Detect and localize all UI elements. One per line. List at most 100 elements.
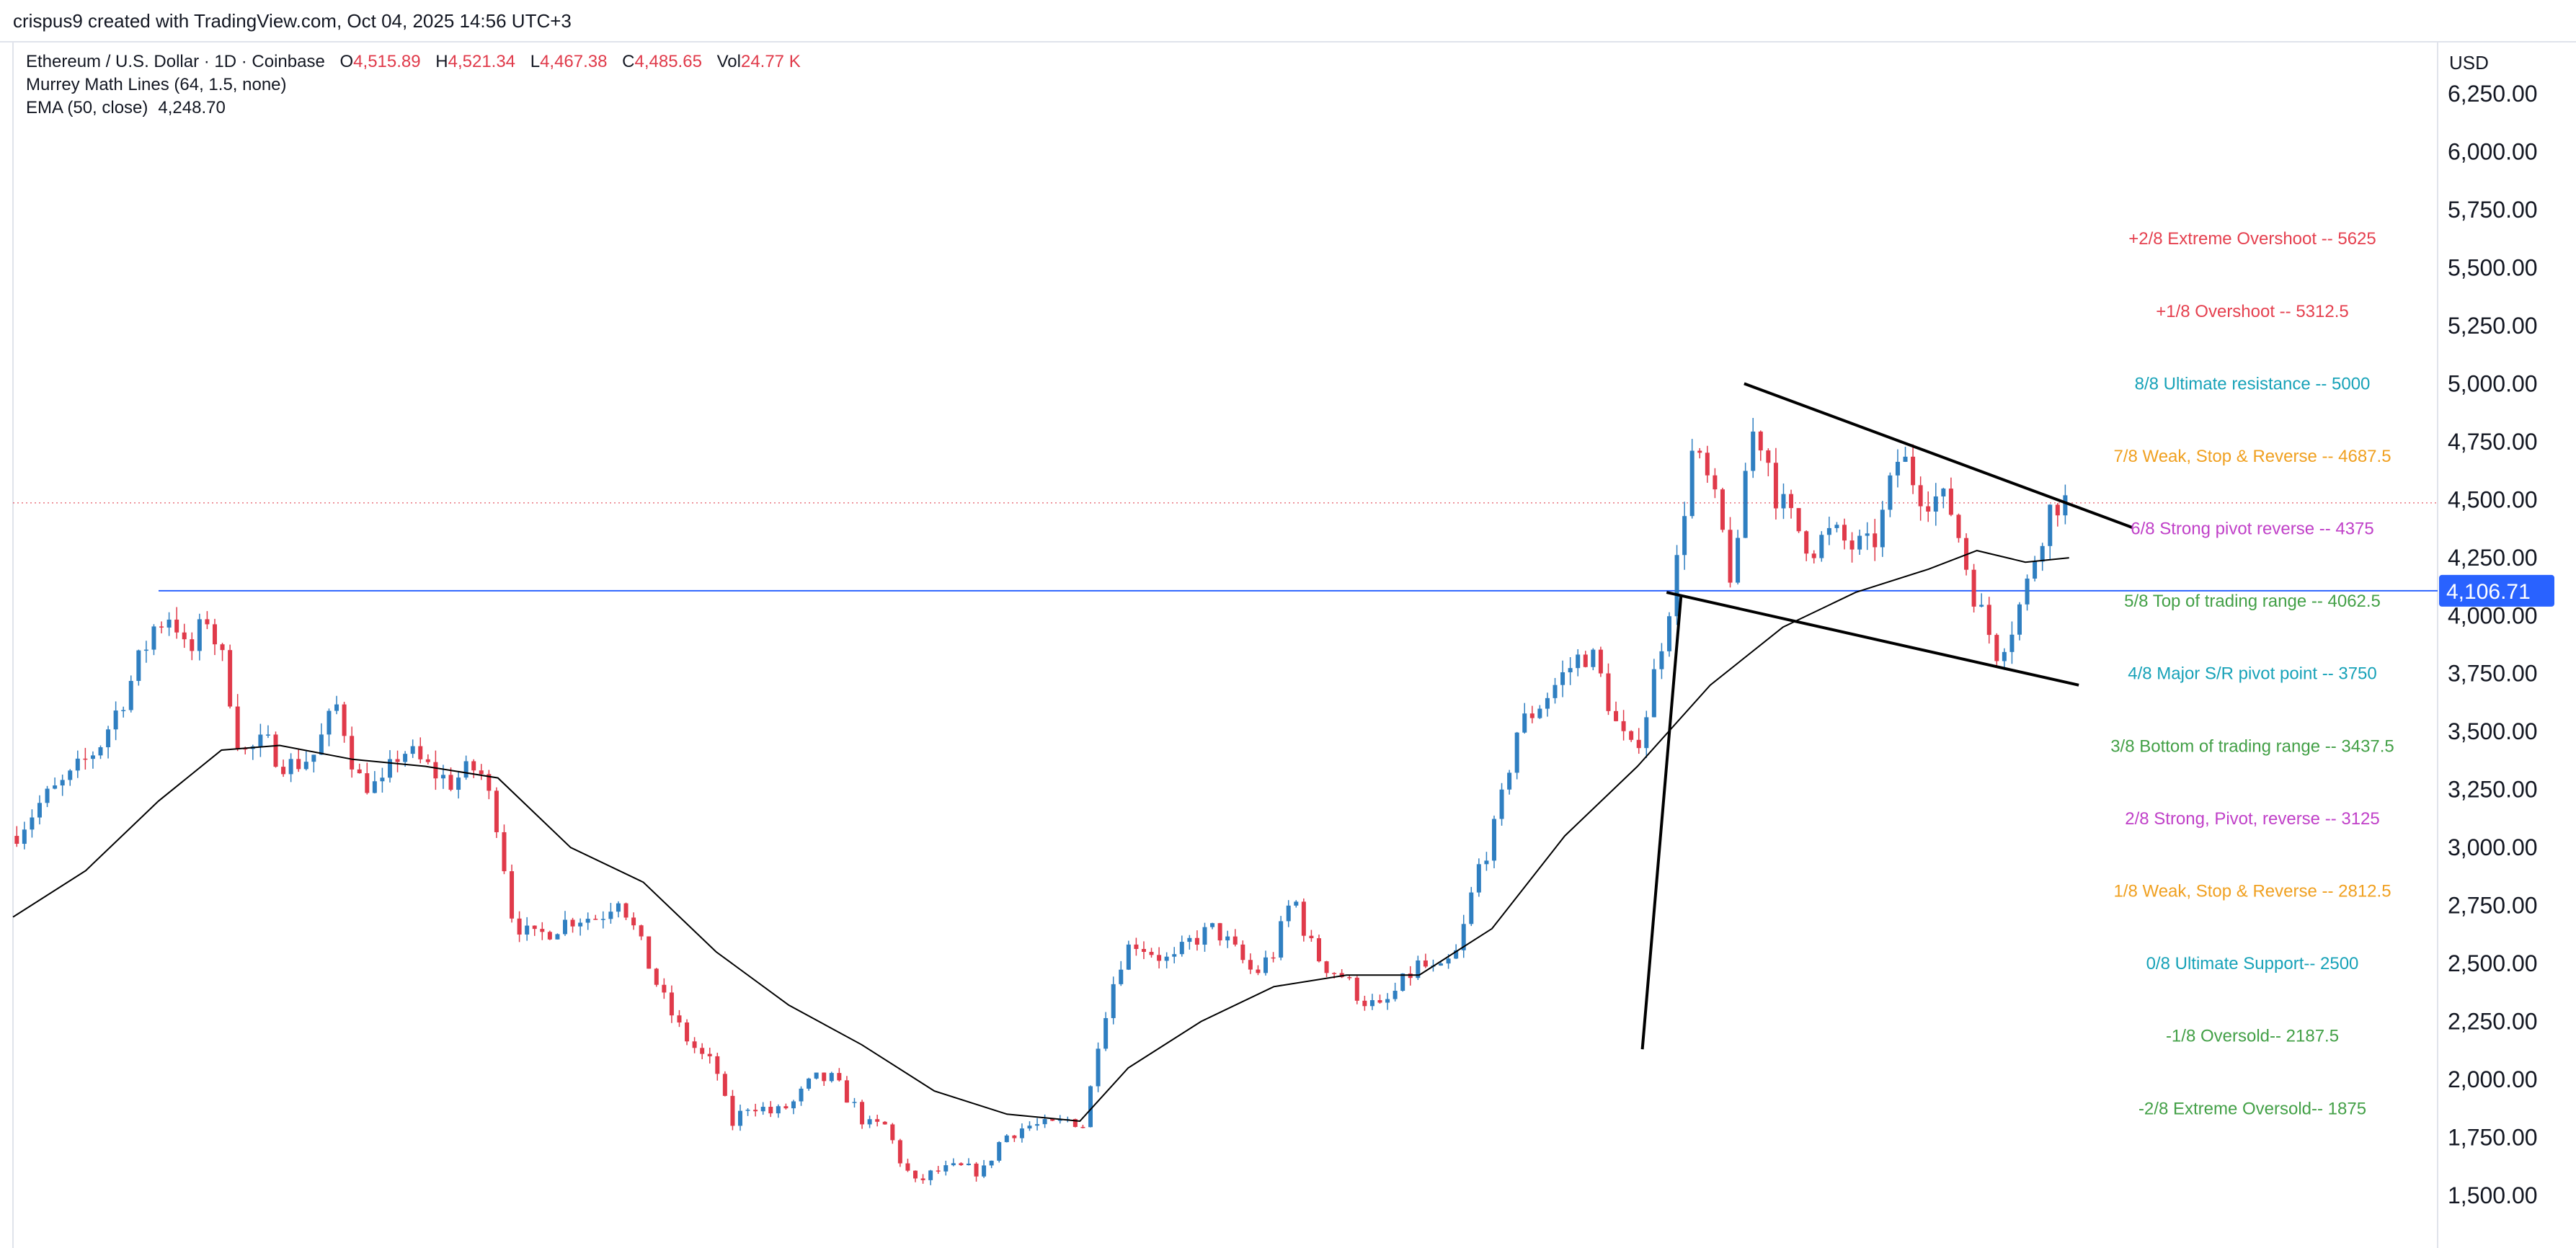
candle-body [327,710,332,735]
candle-body [357,769,362,774]
candle-body [1507,772,1512,790]
price-tick-label: 4,500.00 [2448,486,2538,512]
candle-body [151,626,156,650]
legend-open: 4,515.89 [353,52,420,71]
candle-body [1484,860,1489,865]
candle-body [1316,938,1321,962]
candle-body [1689,450,1695,517]
candle-body [106,729,111,748]
attribution-bar: crispus9 created with TradingView.com, O… [0,0,2576,42]
candle-body [1141,949,1146,953]
candle-body [1926,506,1931,512]
candle-body [1720,489,1725,530]
legend-open-label: O [340,52,354,71]
candle-body [1736,538,1741,583]
ema-line[interactable] [12,550,2069,1123]
candle-body [1423,960,1428,967]
candle-body [1614,710,1619,721]
axis-currency[interactable]: USD [2449,52,2489,73]
murrey-label: 6/8 Strong pivot reverse -- 4375 [2131,520,2374,539]
candle-body [22,829,27,844]
candle-body [1553,685,1558,698]
candle-body [807,1078,812,1089]
candle-body [1096,1048,1101,1087]
candle-body [1157,955,1162,961]
candle-body [1826,527,1831,535]
candle-body [593,919,598,920]
candle-body [920,1178,925,1180]
candle-body [1416,960,1421,979]
candle-body [1225,936,1230,941]
candle-body [228,650,233,707]
candle-body [966,1163,971,1166]
candle-body [288,759,293,775]
candle-body [1035,1124,1040,1126]
candle-body [1217,923,1222,941]
candle-body [190,639,195,651]
candle-body [410,746,415,754]
candle-body [1636,739,1641,749]
candle-body [456,777,461,790]
candle-body [1781,494,1786,509]
trendline-flag-upper [1744,382,2133,529]
candle-body [2055,504,2060,516]
legend: Ethereum / U.S. Dollar · 1D · Coinbase O… [26,52,801,117]
candle-body [1705,453,1710,476]
candle-body [1439,963,1444,966]
candle-body [494,790,499,832]
candle-body [662,984,667,993]
murrey-label: 3/8 Bottom of trading range -- 3437.5 [2110,736,2394,756]
price-tick-label: 3,750.00 [2448,661,2538,687]
candle-body [296,759,301,770]
legend-symbol: Ethereum / U.S. Dollar · 1D · Coinbase [26,52,325,71]
murrey-label: 2/8 Strong, Pivot, reverse -- 3125 [2125,809,2380,829]
candle-body [2009,634,2015,652]
candle-body [897,1140,902,1164]
legend-high: 4,521.34 [448,52,515,71]
candle-body [1659,651,1664,669]
candle-body [578,922,583,927]
candle-body [463,761,468,778]
trendlines[interactable] [1640,382,2133,1050]
price-tick-label: 6,000.00 [2448,138,2538,164]
legend-ema-line: EMA (50, close) 4,248.70 [26,98,226,117]
candle-body [212,624,217,645]
candle-body [715,1056,720,1074]
candle-body [510,871,515,919]
candle-body [1697,450,1702,453]
candle-body [1766,450,1771,463]
candle-body [669,992,674,1016]
price-tick-label: 3,500.00 [2448,718,2538,744]
candle-body [75,758,80,771]
candle-body [1537,708,1542,718]
candle-body [1621,721,1626,731]
candle-body [1080,1126,1085,1128]
candle-body [722,1074,727,1096]
candle-body [2048,504,2053,546]
candle-body [890,1124,895,1141]
candle-body [1811,553,1816,558]
candle-body [783,1106,789,1109]
candle-body [882,1121,887,1125]
candle-body [1651,669,1656,718]
candle-body [1362,1000,1367,1007]
candle-body [1012,1135,1017,1138]
candle-body [1240,944,1245,960]
candle-body [265,734,270,736]
candle-body [799,1088,804,1102]
murrey-label: 5/8 Top of trading range -- 4062.5 [2124,592,2381,611]
candle-body [1194,937,1199,945]
candle-body [197,619,202,651]
legend-low: 4,467.38 [540,52,607,71]
candle-body [243,748,248,750]
candle-body [1804,531,1809,554]
candle-body [1842,525,1847,541]
candle-body [403,754,408,762]
candle-body [1172,954,1177,957]
price-tick-label: 4,250.00 [2448,545,2538,571]
candle-body [1385,999,1390,1003]
murrey-label: 1/8 Weak, Stop & Reverse -- 2812.5 [2113,882,2391,901]
candle-body [1606,673,1611,711]
murrey-label: -1/8 Oversold-- 2187.5 [2166,1027,2339,1046]
